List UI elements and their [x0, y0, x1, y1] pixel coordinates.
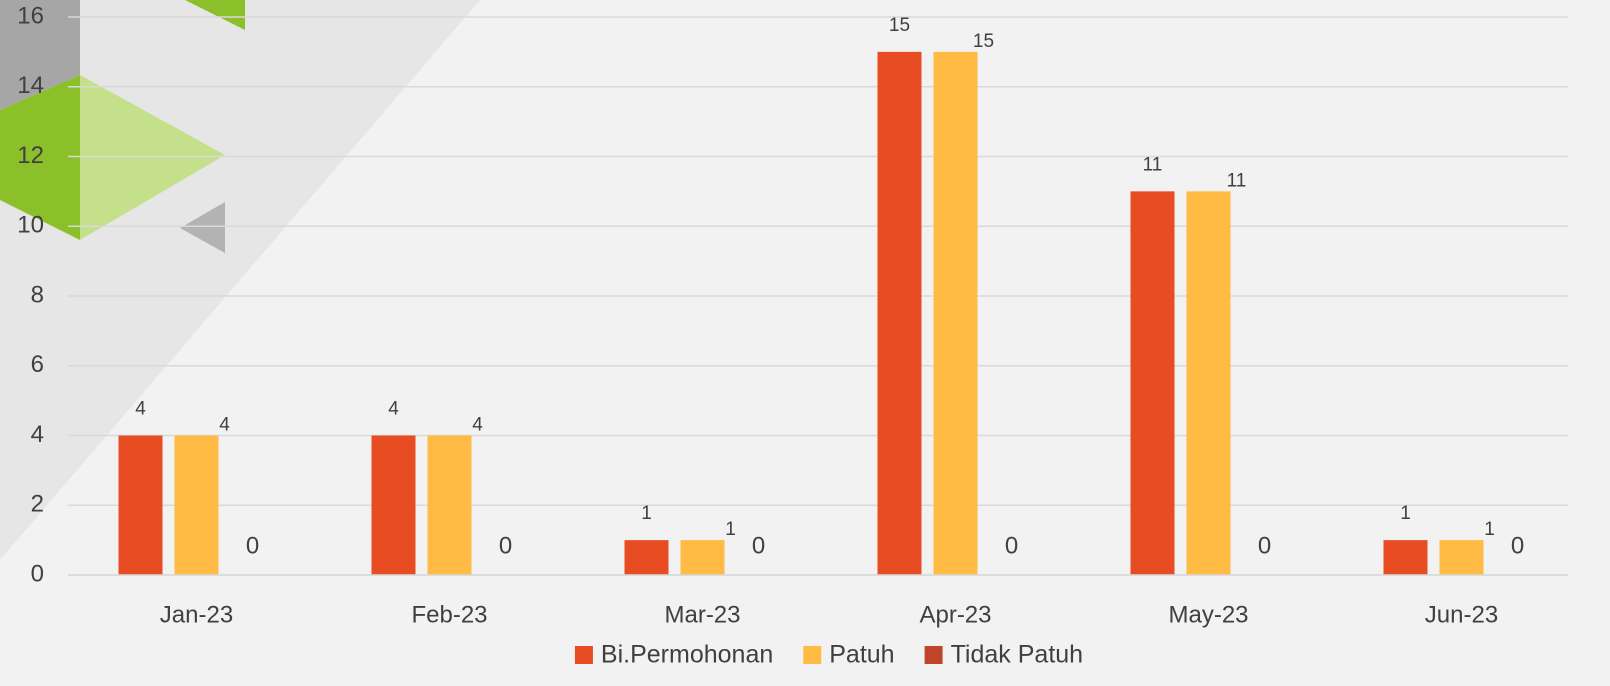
background-decoration: [0, 0, 480, 560]
legend-label: Patuh: [829, 641, 894, 669]
data-label: 4: [388, 399, 399, 420]
x-tick-label: Jun-23: [1425, 601, 1498, 628]
bar: [624, 540, 669, 575]
y-tick-label: 16: [17, 2, 44, 29]
bar: [1439, 540, 1484, 575]
legend-swatch: [574, 646, 593, 664]
x-tick-label: Feb-23: [411, 601, 487, 628]
data-label: 0: [752, 532, 765, 559]
data-label: 1: [1484, 519, 1495, 540]
y-tick-label: 0: [31, 560, 44, 587]
bar: [1383, 540, 1428, 575]
y-tick-label: 2: [31, 491, 44, 518]
x-tick-label: Jan-23: [160, 601, 233, 628]
y-tick-label: 4: [31, 421, 44, 448]
data-label: 0: [246, 532, 259, 559]
data-label: 0: [499, 532, 512, 559]
y-tick-label: 6: [31, 351, 44, 378]
data-label: 0: [1511, 532, 1524, 559]
data-label: 1: [641, 503, 652, 524]
data-label: 11: [1227, 170, 1247, 191]
legend-label: Tidak Patuh: [951, 641, 1083, 669]
data-label: 4: [472, 415, 483, 436]
legend-swatch: [803, 646, 822, 664]
x-tick-label: Apr-23: [919, 601, 991, 628]
bar: [1130, 191, 1175, 575]
data-label: 1: [725, 519, 736, 540]
x-tick-label: May-23: [1168, 601, 1248, 628]
bar: [1186, 191, 1231, 575]
data-label: 11: [1143, 154, 1163, 175]
y-tick-label: 14: [17, 72, 44, 99]
bar: [933, 51, 978, 575]
data-label: 0: [1258, 532, 1271, 559]
data-label: 4: [219, 415, 230, 436]
data-label: 15: [889, 15, 910, 36]
legend-label: Bi.Permohonan: [601, 641, 773, 669]
bar: [118, 435, 163, 575]
y-tick-label: 10: [17, 212, 44, 239]
bar: [877, 51, 922, 575]
bar: [371, 435, 416, 575]
y-tick-label: 8: [31, 281, 44, 308]
data-label: 15: [973, 31, 994, 52]
legend-swatch: [924, 646, 943, 664]
bar: [680, 540, 725, 575]
bar: [174, 435, 219, 575]
x-tick-label: Mar-23: [664, 601, 740, 628]
bar: [427, 435, 472, 575]
data-label: 4: [135, 399, 146, 420]
y-tick-label: 12: [17, 142, 44, 169]
data-label: 1: [1400, 503, 1411, 524]
data-label: 0: [1005, 532, 1018, 559]
